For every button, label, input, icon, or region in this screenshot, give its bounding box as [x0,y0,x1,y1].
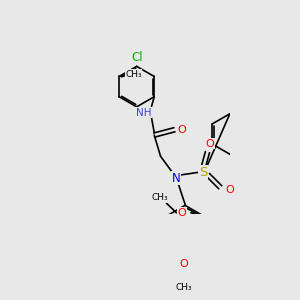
Text: O: O [180,260,188,269]
Text: N: N [172,172,180,185]
Text: O: O [178,208,186,218]
Text: S: S [199,166,207,179]
Text: O: O [226,185,234,196]
Text: Cl: Cl [131,51,143,64]
Text: O: O [178,125,186,135]
Text: CH₃: CH₃ [152,194,168,202]
Text: CH₃: CH₃ [125,70,142,79]
Text: NH: NH [136,108,151,118]
Text: CH₃: CH₃ [176,284,192,292]
Text: O: O [205,139,214,148]
